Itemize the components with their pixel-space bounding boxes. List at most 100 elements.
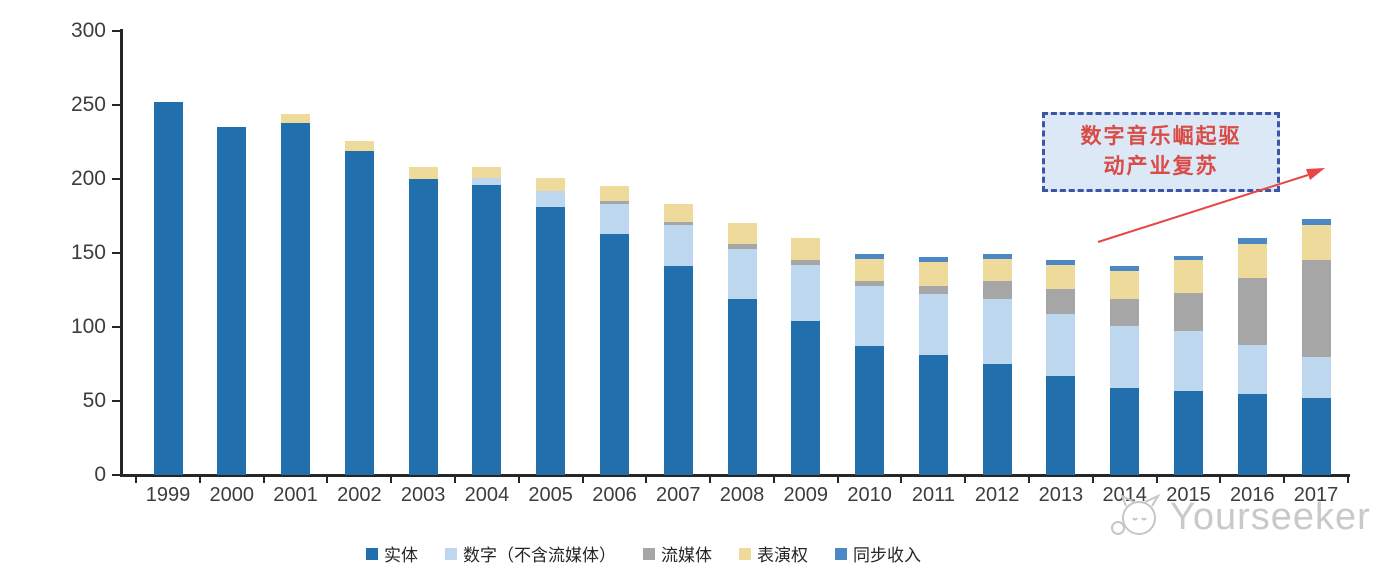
bar-segment-表演权 (982, 258, 1012, 282)
x-axis-label: 2000 (209, 484, 255, 506)
x-axis-tick (1283, 475, 1286, 483)
x-axis-label: 2009 (783, 484, 829, 506)
bar-segment-表演权 (1110, 270, 1140, 299)
bar-segment-实体 (855, 346, 885, 475)
bar-segment-实体 (281, 122, 311, 475)
y-axis-tick (112, 252, 121, 254)
bar-segment-实体 (408, 179, 438, 475)
bar-segment-实体 (1110, 387, 1140, 475)
bar-segment-实体 (153, 102, 183, 475)
x-axis-label: 2010 (847, 484, 892, 506)
bar-segment-同步收入 (1301, 218, 1331, 225)
bar-segment-表演权 (663, 204, 693, 222)
bar-segment-流媒体 (982, 281, 1012, 299)
bar-segment-数字（不含流媒体） (536, 190, 566, 208)
bar-segment-数字（不含流媒体） (855, 285, 885, 347)
y-axis-label: 300 (70, 19, 106, 42)
y-axis-tick (112, 400, 121, 402)
bar-segment-表演权 (727, 223, 757, 245)
bar-segment-表演权 (408, 167, 438, 179)
bar-segment-实体 (599, 233, 629, 475)
bar-segment-数字（不含流媒体） (918, 294, 948, 356)
bar-segment-实体 (536, 207, 566, 475)
bar-segment-流媒体 (1301, 260, 1331, 357)
bar-segment-流媒体 (791, 260, 821, 265)
legend-item: 同步收入 (835, 541, 921, 566)
bar-segment-表演权 (344, 140, 374, 151)
bar-segment-数字（不含流媒体） (1173, 331, 1203, 391)
bar-segment-流媒体 (1237, 278, 1267, 345)
x-axis-tick (709, 475, 712, 483)
x-axis-tick (645, 475, 648, 483)
x-axis-tick (900, 475, 903, 483)
x-axis-label: 2016 (1230, 484, 1275, 506)
annotation-text-line2: 动产业复苏 (1103, 155, 1219, 178)
y-axis-tick (112, 30, 121, 32)
bar-segment-实体 (791, 321, 821, 475)
bar-segment-数字（不含流媒体） (663, 224, 693, 267)
legend-label: 实体 (384, 546, 418, 565)
x-axis-label: 2012 (974, 484, 1020, 506)
legend-item: 实体 (366, 541, 418, 566)
x-axis-tick (964, 475, 967, 483)
bar-segment-表演权 (1173, 260, 1203, 293)
legend-swatch-icon (835, 547, 847, 560)
x-axis-label: 2008 (719, 484, 765, 506)
y-axis-tick (112, 178, 121, 180)
x-axis-tick (1155, 475, 1158, 483)
y-axis-label: 150 (70, 241, 106, 264)
x-axis-label: 1999 (145, 484, 191, 506)
bar-segment-实体 (918, 355, 948, 475)
legend-label: 表演权 (757, 546, 808, 565)
x-axis-tick (390, 475, 393, 483)
x-axis-tick (1346, 475, 1349, 483)
x-axis-label: 2004 (464, 484, 510, 506)
bar-segment-实体 (1173, 390, 1203, 475)
x-axis-tick (1091, 475, 1094, 483)
y-axis-label: 200 (70, 167, 106, 190)
bar-segment-流媒体 (727, 244, 757, 249)
bar-segment-表演权 (1046, 264, 1076, 289)
x-axis-tick (135, 475, 138, 483)
bar-segment-表演权 (855, 258, 885, 282)
x-axis-tick (326, 475, 329, 483)
bar-segment-数字（不含流媒体） (791, 264, 821, 322)
x-axis-tick (1028, 475, 1031, 483)
legend-label: 数字（不含流媒体） (463, 546, 616, 565)
legend-swatch-icon (739, 547, 751, 560)
bar-segment-表演权 (1301, 224, 1331, 261)
bar-segment-实体 (1237, 393, 1267, 475)
y-axis-line (120, 29, 123, 477)
x-axis-label: 2006 (592, 484, 637, 506)
y-axis-label: 250 (70, 93, 106, 116)
bar-segment-同步收入 (1237, 238, 1267, 245)
bar-segment-表演权 (281, 113, 311, 123)
legend-label: 同步收入 (853, 546, 921, 565)
y-axis-label: 100 (70, 315, 106, 338)
bar-segment-表演权 (472, 167, 502, 178)
x-axis-label: 2002 (337, 484, 382, 506)
y-axis-tick (112, 326, 121, 328)
x-axis-tick (454, 475, 456, 483)
x-axis-label: 2015 (1166, 484, 1211, 506)
bar-segment-流媒体 (1173, 292, 1203, 332)
legend: 实体 数字（不含流媒体） 流媒体 表演权 同步收入 (366, 541, 921, 566)
bar-segment-实体 (663, 266, 693, 475)
watermark: Yourseeker (1108, 494, 1371, 540)
x-axis-label: 2014 (1102, 484, 1147, 506)
bar-segment-数字（不含流媒体） (1301, 356, 1331, 399)
bar-segment-实体 (1301, 398, 1331, 475)
bar-segment-同步收入 (1110, 266, 1140, 271)
x-axis-line (122, 474, 1350, 477)
bar-segment-实体 (472, 184, 502, 475)
y-axis-tick (112, 104, 121, 106)
legend-swatch-icon (366, 547, 378, 560)
x-axis-label: 2013 (1038, 484, 1084, 506)
bar-segment-流媒体 (663, 221, 693, 225)
bar-segment-数字（不含流媒体） (1110, 325, 1140, 388)
bar-segment-实体 (727, 298, 757, 475)
bar-segment-表演权 (918, 261, 948, 286)
x-axis-label: 2003 (400, 484, 446, 506)
bar-segment-同步收入 (1046, 260, 1076, 265)
